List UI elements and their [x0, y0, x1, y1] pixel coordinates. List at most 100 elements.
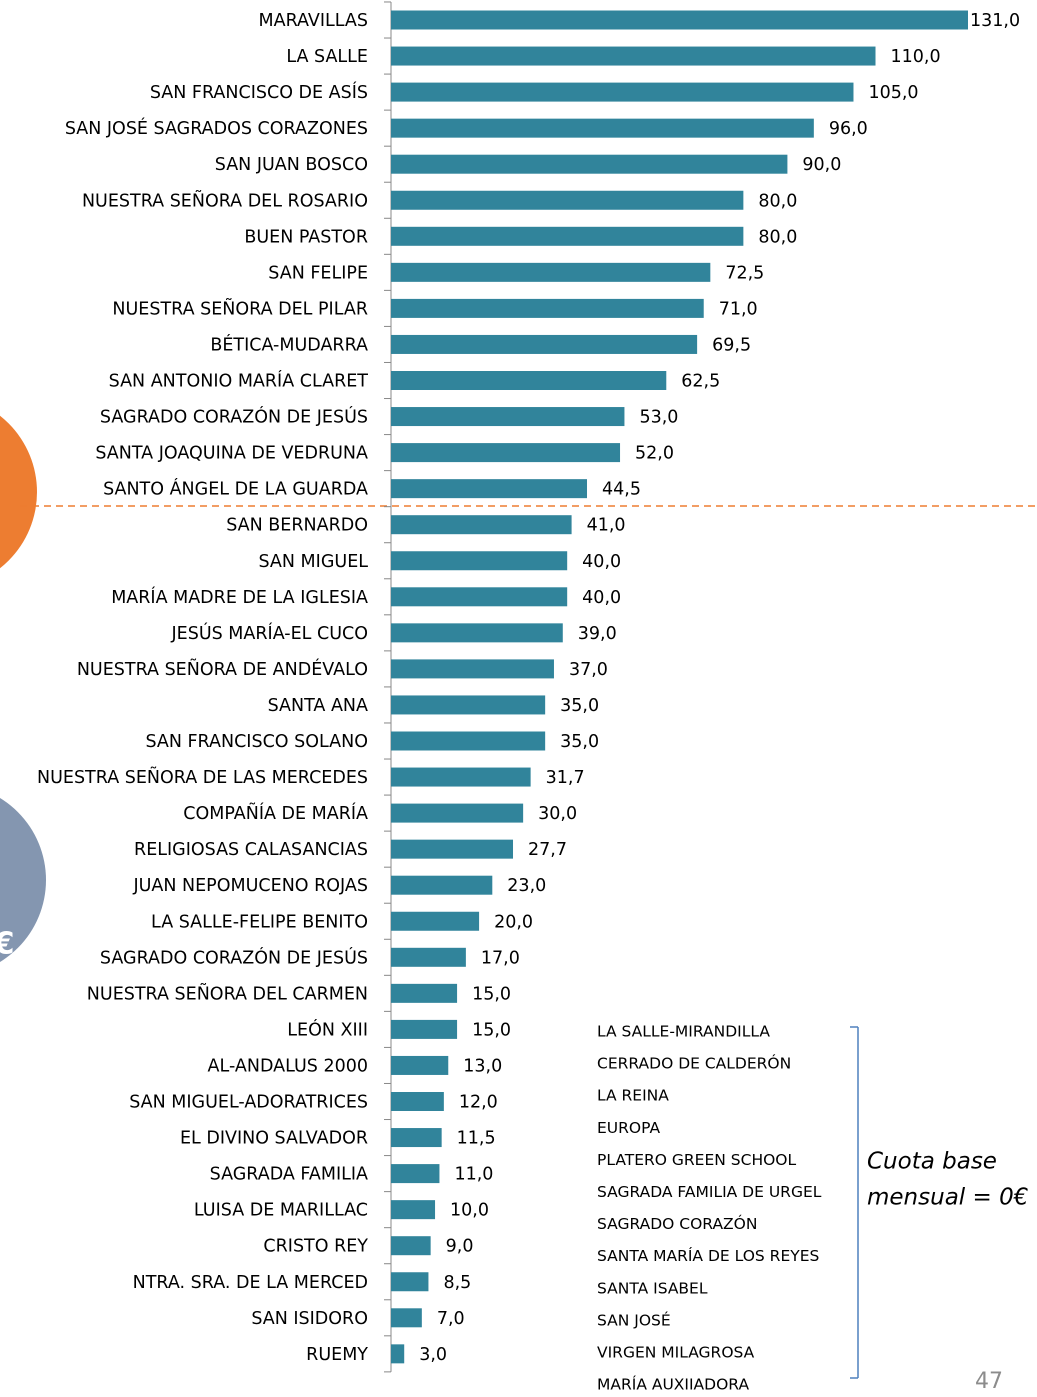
bar: [391, 407, 625, 427]
value-label: 80,0: [758, 227, 797, 247]
bar: [391, 10, 968, 30]
value-label: 90,0: [802, 155, 841, 175]
value-label: 53,0: [639, 408, 678, 428]
school-name: VIRGEN MILAGROSA: [597, 1344, 755, 1362]
y-tick-label: AL-ANDALUS 2000: [208, 1056, 368, 1076]
value-label: 10,0: [450, 1201, 489, 1221]
bar: [391, 46, 876, 66]
y-tick-label: NUESTRA SEÑORA DEL CARMEN: [87, 982, 368, 1004]
y-tick-label: SANTO ÁNGEL DE LA GUARDA: [103, 478, 368, 500]
bar: [391, 479, 588, 499]
bar: [391, 443, 621, 463]
bar: [391, 334, 698, 354]
value-label: 96,0: [829, 119, 868, 139]
y-tick-label: SAGRADO CORAZÓN DE JESÚS: [100, 946, 368, 968]
bar: [391, 803, 524, 823]
bar: [391, 371, 667, 390]
y-tick-label: MARAVILLAS: [259, 11, 369, 31]
bar: [391, 767, 531, 787]
value-label: 12,0: [459, 1093, 498, 1113]
y-tick-label: SAGRADO CORAZÓN DE JESÚS: [100, 406, 368, 428]
bar: [391, 1236, 431, 1256]
school-name: LA REINA: [597, 1087, 669, 1105]
school-name: SANTA ISABEL: [597, 1279, 708, 1297]
school-name: SANTA MARÍA DE LOS REYES: [597, 1246, 819, 1265]
y-tick-label: BUEN PASTOR: [244, 227, 368, 247]
y-tick-label: SAN FRANCISCO DE ASÍS: [150, 81, 368, 103]
value-label: 15,0: [472, 1020, 511, 1040]
value-label: 31,7: [546, 768, 585, 788]
value-label: 23,0: [507, 876, 546, 896]
bar: [391, 947, 466, 967]
y-tick-label: SAN MIGUEL: [259, 552, 369, 572]
y-tick-label: SAGRADA FAMILIA: [210, 1165, 368, 1185]
value-label: 69,5: [712, 335, 751, 355]
bar: [391, 1272, 429, 1292]
decor-circle: [0, 415, 37, 569]
bar: [391, 911, 480, 931]
value-label: 41,0: [587, 516, 626, 536]
value-label: 39,0: [578, 624, 617, 644]
y-tick-label: NUESTRA SEÑORA DEL PILAR: [112, 297, 368, 319]
value-label: 110,0: [891, 47, 941, 67]
school-name: SAGRADO CORAZÓN: [597, 1214, 757, 1233]
y-tick-label: NUESTRA SEÑORA DEL ROSARIO: [82, 189, 368, 211]
bar: [391, 551, 568, 571]
school-name: EUROPA: [597, 1119, 660, 1137]
bar: [391, 839, 514, 859]
value-label: 40,0: [582, 588, 621, 608]
bar: [391, 262, 711, 282]
bar: [391, 1019, 458, 1039]
y-tick-label: NUESTRA SEÑORA DE ANDÉVALO: [77, 658, 368, 680]
y-tick-label: SAN ISIDORO: [251, 1309, 368, 1329]
bar: [391, 587, 568, 607]
bar: [391, 190, 744, 210]
y-tick-label: NUESTRA SEÑORA DE LAS MERCEDES: [37, 766, 368, 788]
y-tick-label: LA SALLE: [286, 47, 368, 67]
y-tick-label: NTRA. SRA. DE LA MERCED: [133, 1273, 368, 1293]
y-tick-label: SAN FELIPE: [268, 263, 368, 283]
y-tick-label: MARÍA MADRE DE LA IGLESIA: [111, 586, 368, 608]
y-tick-label: SANTA ANA: [268, 696, 368, 716]
y-tick-label: BÉTICA-MUDARRA: [210, 333, 368, 355]
y-tick-label: SAN JOSÉ SAGRADOS CORAZONES: [65, 117, 368, 139]
bar: [391, 659, 554, 679]
y-tick-label: LA SALLE-FELIPE BENITO: [151, 912, 368, 932]
value-label: 11,0: [454, 1165, 493, 1185]
annotation: mensual = 0€: [867, 1185, 1028, 1211]
value-label: 72,5: [725, 263, 764, 283]
value-label: 7,0: [437, 1309, 465, 1329]
y-tick-label: SAN MIGUEL-ADORATRICES: [129, 1093, 368, 1113]
y-tick-label: EL DIVINO SALVADOR: [180, 1129, 368, 1149]
value-label: 35,0: [560, 696, 599, 716]
bar: [391, 118, 814, 138]
bar: [391, 875, 493, 895]
value-label: 11,5: [457, 1129, 496, 1149]
decor-circle: [0, 798, 46, 962]
bar: [391, 1308, 422, 1328]
school-name: PLATERO GREEN SCHOOL: [597, 1151, 797, 1169]
value-label: 20,0: [494, 912, 533, 932]
bar: [391, 983, 458, 1003]
y-tick-label: SAN JUAN BOSCO: [215, 155, 368, 175]
value-label: 40,0: [582, 552, 621, 572]
value-label: 80,0: [758, 191, 797, 211]
y-tick-label: JUAN NEPOMUCENO ROJAS: [132, 876, 368, 896]
school-name: MARÍA AUXIIADORA: [597, 1375, 749, 1394]
bar: [391, 226, 744, 246]
y-tick-label: RELIGIOSAS CALASANCIAS: [134, 840, 368, 860]
bar: [391, 1055, 449, 1075]
y-tick-label: LEÓN XIII: [287, 1018, 368, 1040]
bar: [391, 82, 854, 102]
school-name: SAN JOSÉ: [597, 1310, 671, 1329]
value-label: 17,0: [481, 948, 520, 968]
bar: [391, 1128, 442, 1148]
bar: [391, 1344, 405, 1364]
value-label: 15,0: [472, 984, 511, 1004]
side-label: €: [0, 927, 14, 962]
bar: [391, 695, 546, 715]
y-tick-label: RUEMY: [306, 1345, 368, 1365]
value-label: 3,0: [419, 1345, 447, 1365]
value-label: 37,0: [569, 660, 608, 680]
value-label: 44,5: [602, 480, 641, 500]
